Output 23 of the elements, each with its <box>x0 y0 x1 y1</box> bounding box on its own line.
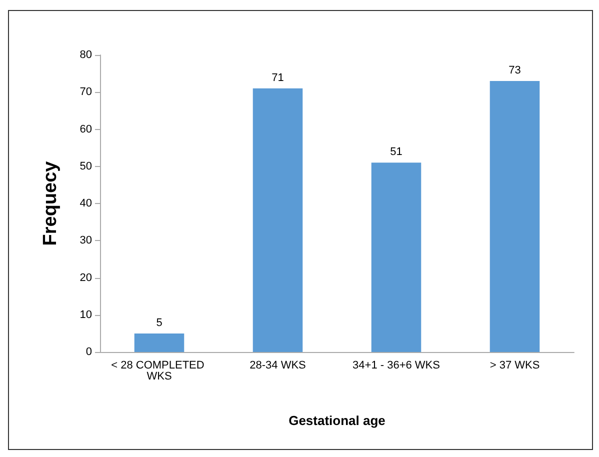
y-tick-label: 0 <box>86 346 92 358</box>
y-tick-label: 40 <box>80 198 92 210</box>
data-label: 5 <box>156 316 162 329</box>
y-tick-label: 80 <box>80 49 92 61</box>
x-tick-label: 34+1 - 36+6 WKS <box>352 360 440 372</box>
bar <box>134 333 184 352</box>
y-tick-label: 60 <box>80 123 92 136</box>
x-axis-title: Gestational age <box>288 413 386 428</box>
x-tick-label: < 28 COMPLETED WKS <box>111 360 208 382</box>
bar <box>371 162 422 352</box>
bar <box>490 80 540 352</box>
y-tick-label: 20 <box>80 272 92 284</box>
x-tick-label: > 37 WKS <box>490 360 540 372</box>
x-tick-label: 28-34 WKS <box>250 360 306 372</box>
y-tick-label: 30 <box>80 234 92 247</box>
y-tick-label: 10 <box>80 308 92 321</box>
data-label: 51 <box>390 146 402 158</box>
bar <box>252 88 303 352</box>
y-axis-title: Frequecy <box>40 160 61 246</box>
data-label: 73 <box>508 64 521 76</box>
data-label: 71 <box>272 72 284 84</box>
y-tick-label: 70 <box>80 86 92 98</box>
y-tick-label: 50 <box>80 160 92 172</box>
